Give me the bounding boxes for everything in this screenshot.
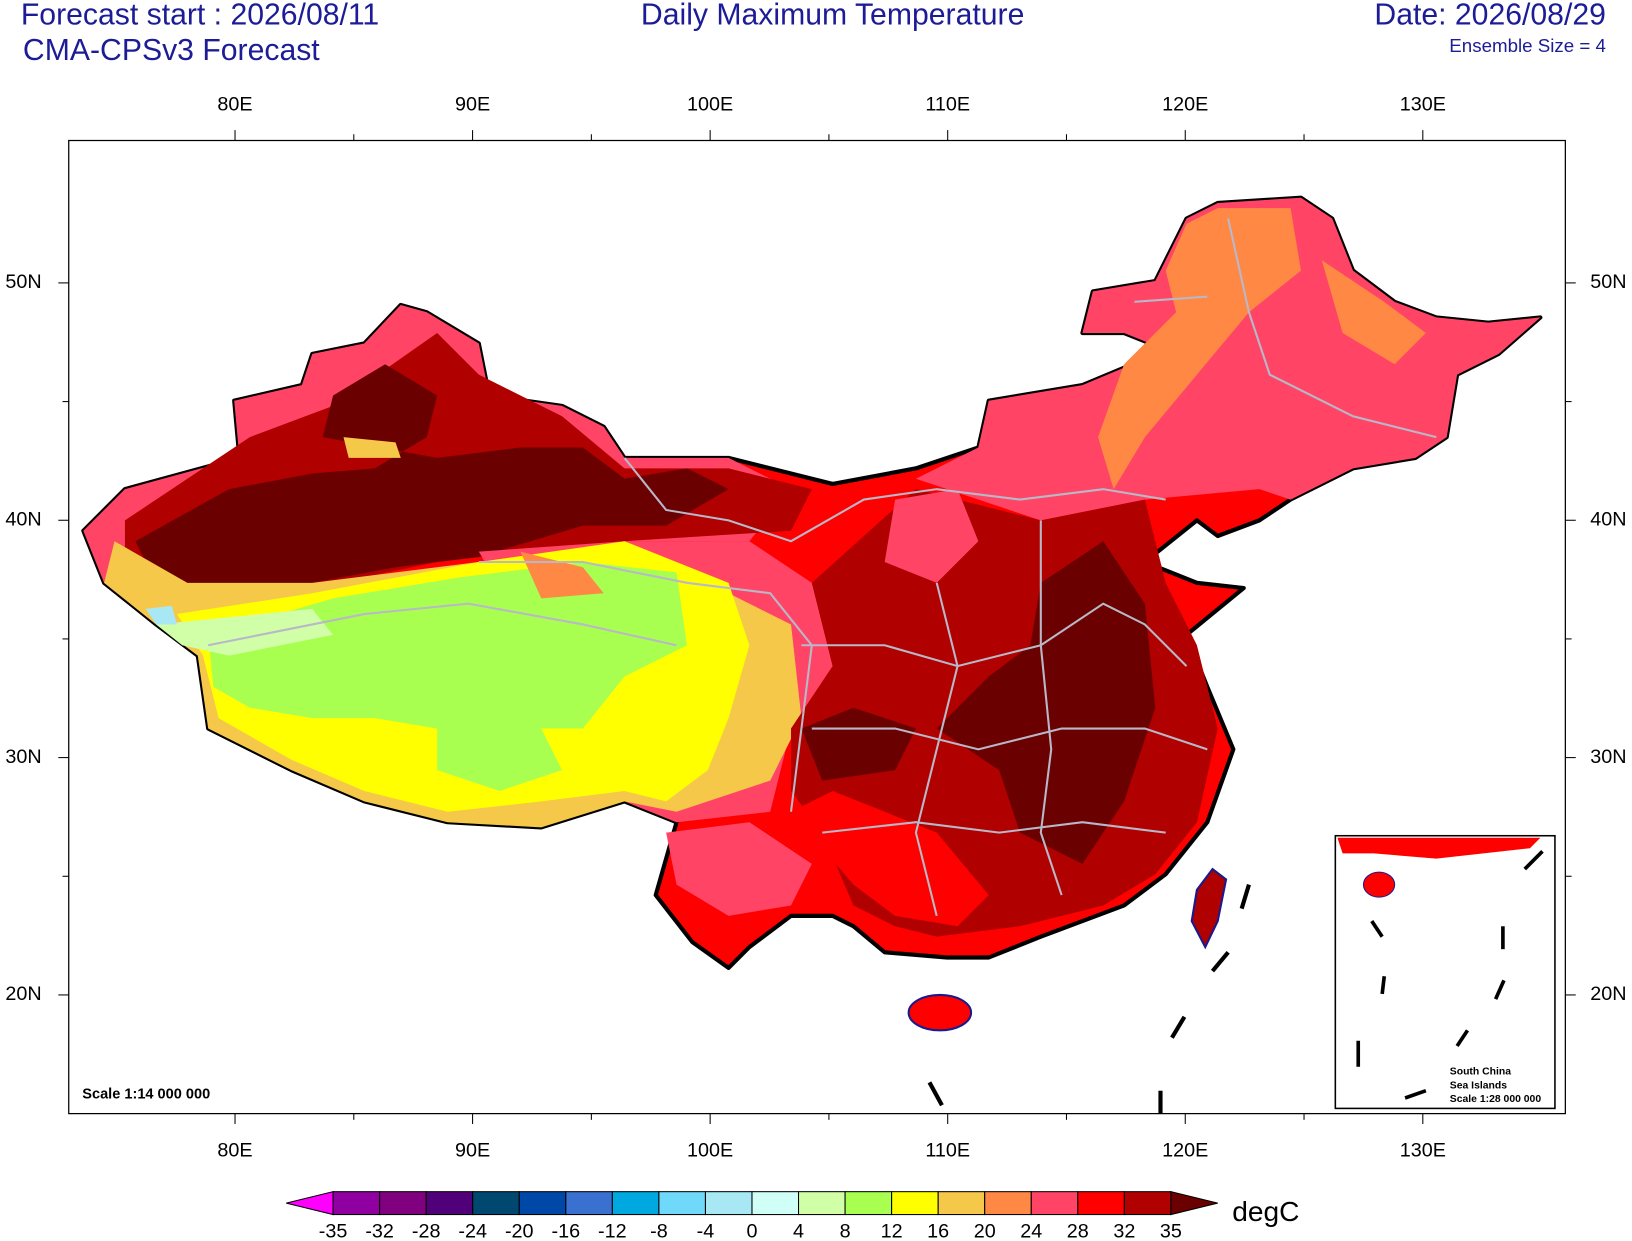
x-tick-label: 130E bbox=[1400, 1139, 1446, 1161]
colorbar-label: -12 bbox=[598, 1220, 627, 1241]
colorbar-unit: degC bbox=[1232, 1196, 1299, 1227]
temperature-map: South China Sea Islands Scale 1:28 000 0… bbox=[81, 195, 1556, 1114]
colorbar-box bbox=[798, 1191, 846, 1216]
y-tick-label: 30N bbox=[1590, 746, 1626, 768]
colorbar-label: 16 bbox=[927, 1220, 949, 1241]
map-frame bbox=[68, 139, 1566, 1115]
inset-land bbox=[1337, 837, 1541, 859]
colorbar-label: 4 bbox=[793, 1220, 804, 1241]
colorbar-box bbox=[565, 1191, 613, 1216]
y-tick-label: 40N bbox=[1590, 508, 1626, 530]
colorbar-box bbox=[379, 1191, 427, 1216]
x-tick-label: 80E bbox=[217, 1139, 252, 1161]
model-name: CMA-CPSv3 Forecast bbox=[23, 34, 320, 67]
inset-dash-line bbox=[1356, 850, 1544, 1100]
colorbar-label: 8 bbox=[840, 1220, 851, 1241]
colorbar-box bbox=[984, 1191, 1032, 1216]
colorbar-box bbox=[611, 1191, 660, 1216]
x-tick-label: 120E bbox=[1162, 93, 1208, 115]
y-tick-label: 30N bbox=[5, 746, 41, 768]
map-scale: Scale 1:14 000 000 bbox=[82, 1087, 210, 1103]
colorbar-box bbox=[1077, 1191, 1125, 1216]
colorbar-label: -16 bbox=[552, 1220, 581, 1241]
y-tick-label: 20N bbox=[1590, 983, 1626, 1005]
colorbar-box bbox=[1030, 1191, 1079, 1216]
y-tick-label: 20N bbox=[5, 983, 41, 1005]
colorbar-label: -8 bbox=[650, 1220, 668, 1241]
colorbar-label: -4 bbox=[697, 1220, 715, 1241]
colorbar-triangle bbox=[1170, 1191, 1218, 1216]
y-tick-label: 40N bbox=[5, 508, 41, 530]
valid-date: Date: 2026/08/29 bbox=[1374, 0, 1606, 32]
ensemble-size: Ensemble Size = 4 bbox=[1449, 35, 1606, 56]
colorbar-box bbox=[891, 1191, 939, 1216]
x-tick-label: 110E bbox=[925, 93, 970, 115]
inset-hainan bbox=[1362, 871, 1396, 898]
y-tick-label: 50N bbox=[1590, 271, 1626, 293]
colorbar-label: -32 bbox=[365, 1220, 394, 1241]
x-tick-label: 90E bbox=[455, 93, 490, 115]
inset-label: South China bbox=[1450, 1067, 1511, 1078]
colorbar-label: 32 bbox=[1113, 1220, 1135, 1241]
hainan bbox=[907, 993, 973, 1032]
x-tick-label: 120E bbox=[1162, 1139, 1208, 1161]
colorbar-triangle bbox=[286, 1191, 334, 1216]
x-tick-label: 90E bbox=[455, 1139, 490, 1161]
colorbar-label: 35 bbox=[1160, 1220, 1182, 1241]
colorbar-box bbox=[1123, 1191, 1172, 1216]
inset-label: Sea Islands bbox=[1450, 1080, 1507, 1091]
colorbar-label: 20 bbox=[974, 1220, 996, 1241]
colorbar-box bbox=[751, 1191, 800, 1216]
inset-scale: Scale 1:28 000 000 bbox=[1450, 1094, 1542, 1105]
forecast-start: Forecast start : 2026/08/11 bbox=[21, 0, 379, 32]
colorbar-label: -24 bbox=[458, 1220, 487, 1241]
x-tick-label: 80E bbox=[217, 93, 252, 115]
colorbar-label: -28 bbox=[412, 1220, 441, 1241]
nine-dash-line bbox=[927, 884, 1251, 1114]
y-tick-label: 50N bbox=[5, 271, 41, 293]
colorbar-label: -35 bbox=[319, 1220, 348, 1241]
colorbar-label: 28 bbox=[1067, 1220, 1089, 1241]
colorbar-label: -20 bbox=[505, 1220, 534, 1241]
colorbar-box bbox=[518, 1191, 567, 1216]
colorbar-box bbox=[332, 1191, 381, 1216]
colorbar-label: 12 bbox=[881, 1220, 903, 1241]
colorbar-box bbox=[658, 1191, 706, 1216]
x-tick-label: 100E bbox=[687, 1139, 733, 1161]
colorbar-box bbox=[425, 1191, 474, 1216]
x-tick-label: 100E bbox=[687, 93, 733, 115]
x-tick-label: 110E bbox=[925, 1139, 970, 1161]
province-borders bbox=[207, 218, 1437, 917]
colorbar-label: 0 bbox=[746, 1220, 757, 1241]
taiwan bbox=[1190, 867, 1228, 950]
colorbar-box bbox=[844, 1191, 893, 1216]
colorbar-label: 24 bbox=[1020, 1220, 1042, 1241]
x-tick-label: 130E bbox=[1400, 93, 1446, 115]
colorbar-box bbox=[937, 1191, 986, 1216]
map-title: Daily Maximum Temperature bbox=[641, 0, 1024, 32]
colorbar-box bbox=[704, 1191, 753, 1216]
colorbar-box bbox=[472, 1191, 520, 1216]
